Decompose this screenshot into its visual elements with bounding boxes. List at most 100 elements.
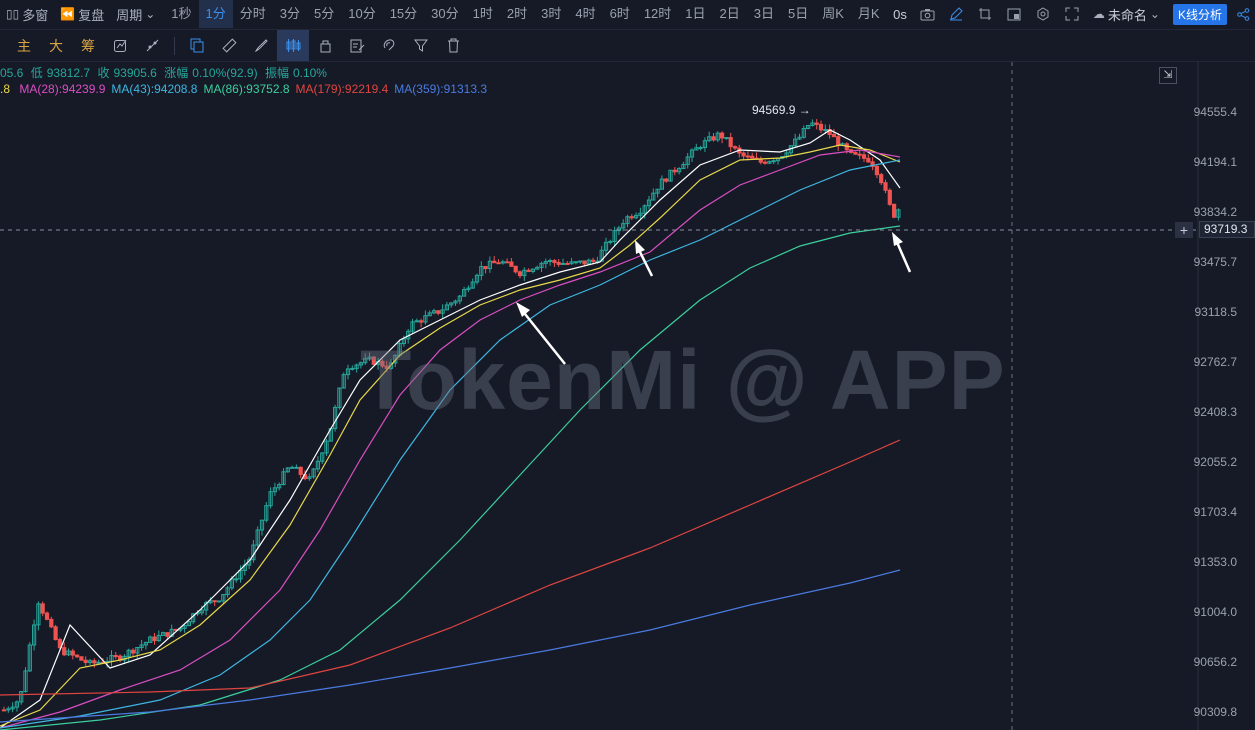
period-tab[interactable]: 30分: [431, 6, 459, 21]
candle-body: [161, 632, 166, 636]
multi-window-button[interactable]: ▯▯ 多窗: [6, 7, 49, 23]
period-tab[interactable]: 1秒: [171, 6, 192, 21]
candle-body: [462, 289, 467, 297]
period-tab[interactable]: 5分: [314, 6, 335, 21]
period-tab[interactable]: 2日: [719, 6, 740, 21]
candle-body: [879, 174, 884, 184]
candle-body: [694, 147, 699, 151]
ruler-icon[interactable]: [213, 30, 245, 61]
top-toolbar: ▯▯ 多窗 ⏪ 复盘 周期 ⌄ 1秒 1分 分时 3分 5分 10分 15分 30分 1时 2时 3…: [0, 0, 1255, 28]
candle-body: [126, 649, 131, 657]
candlestick-icon[interactable]: [277, 30, 309, 61]
period-tab[interactable]: 3时: [541, 6, 562, 21]
crop-icon[interactable]: [971, 0, 1000, 28]
period-tab[interactable]: 1时: [472, 6, 493, 21]
candle-body: [810, 122, 815, 126]
kline-chart[interactable]: [0, 62, 1255, 730]
big-order-button[interactable]: 大: [49, 37, 63, 54]
candle-body: [767, 160, 772, 164]
candle-body: [720, 132, 725, 139]
candle-body: [612, 230, 617, 242]
candle-body: [83, 659, 88, 664]
candle-body: [698, 147, 703, 150]
candle-body: [887, 189, 892, 205]
candle-body: [169, 628, 174, 637]
toolbar-divider: [174, 36, 175, 55]
period-tab[interactable]: 3分: [279, 6, 300, 21]
add-alert-button[interactable]: +: [1175, 222, 1193, 238]
settings-icon[interactable]: [1029, 0, 1058, 28]
note-edit-icon[interactable]: [341, 30, 373, 61]
candle-body: [509, 261, 514, 267]
period-tab[interactable]: 5日: [787, 6, 809, 21]
window-icon[interactable]: [1000, 0, 1029, 28]
main-indicator-button[interactable]: 主: [17, 37, 31, 54]
camera-icon[interactable]: [913, 0, 942, 28]
candle-body: [883, 182, 888, 191]
layout-dropdown[interactable]: ☁ 未命名 ⌄: [1092, 7, 1160, 23]
candle-body: [569, 261, 574, 265]
collapse-icon[interactable]: ⇲: [1159, 67, 1177, 84]
candle-body: [892, 203, 897, 218]
period-tab[interactable]: 1分: [198, 0, 233, 28]
period-tab[interactable]: 10分: [348, 6, 376, 21]
candle-body: [216, 600, 222, 603]
candle-body: [281, 471, 286, 486]
candle-body: [285, 467, 290, 473]
candle-body: [715, 132, 720, 141]
filter-icon[interactable]: [405, 30, 437, 61]
indicator-edit-icon[interactable]: [104, 30, 136, 61]
kline-analysis-button[interactable]: K线分析: [1172, 3, 1227, 25]
candle-body: [711, 136, 716, 141]
candle-body: [449, 302, 454, 306]
candle-body: [384, 365, 389, 369]
candle-body: [836, 136, 841, 147]
ma-legend-item: MA(179):92219.4: [295, 82, 389, 96]
candle-body: [62, 647, 67, 656]
period-tab[interactable]: 15分: [389, 6, 418, 21]
ma-legend: .8 MA(28):94239.9 MA(43):94208.8 MA(86):93…: [0, 82, 488, 96]
candle-body: [307, 476, 312, 480]
price-axis-tick: 92408.3: [1193, 405, 1237, 419]
chip-distribution-button[interactable]: 筹: [81, 37, 95, 54]
candle-body: [49, 618, 54, 628]
replay-button[interactable]: ⏪ 复盘: [60, 7, 105, 23]
countdown-label: 0s: [893, 6, 907, 22]
period-tab[interactable]: 4时: [575, 6, 596, 21]
candle-body: [629, 216, 634, 219]
candle-body: [6, 708, 11, 711]
period-tab[interactable]: 分时: [239, 6, 266, 21]
candle-body: [646, 199, 652, 207]
candle-body: [14, 701, 20, 708]
candle-body: [92, 660, 97, 664]
candle-body: [70, 650, 75, 656]
period-tab[interactable]: 12时: [643, 6, 672, 21]
period-tab[interactable]: 2时: [506, 6, 528, 21]
trash-icon[interactable]: [437, 30, 469, 61]
candle-body: [40, 603, 45, 614]
price-axis-tick: 90309.8: [1193, 705, 1237, 719]
candle-body: [621, 223, 626, 229]
candle-body: [277, 484, 282, 489]
candle-body: [264, 505, 269, 521]
current-price-tag: 93719.3: [1199, 221, 1255, 238]
period-tab[interactable]: 周K: [822, 6, 844, 21]
period-dropdown[interactable]: 周期 ⌄: [116, 7, 156, 23]
fullscreen-icon[interactable]: [1058, 0, 1087, 28]
candle-body: [552, 260, 557, 263]
period-tab[interactable]: 6时: [609, 6, 630, 21]
candle-body: [311, 468, 316, 478]
period-tab[interactable]: 3日: [753, 6, 774, 21]
brush-icon[interactable]: [245, 30, 277, 61]
period-tab[interactable]: 1日: [685, 6, 706, 21]
candle-body: [53, 626, 58, 641]
share-icon[interactable]: [1231, 0, 1255, 28]
line-tool-icon[interactable]: [136, 30, 168, 61]
lock-icon[interactable]: [309, 30, 341, 61]
draw-pen-icon[interactable]: [942, 0, 971, 28]
period-tab[interactable]: 月K: [857, 6, 880, 21]
candle-body: [23, 670, 28, 693]
magnet-icon[interactable]: [373, 30, 405, 61]
copy-icon[interactable]: [181, 30, 213, 61]
candle-body: [139, 644, 144, 648]
